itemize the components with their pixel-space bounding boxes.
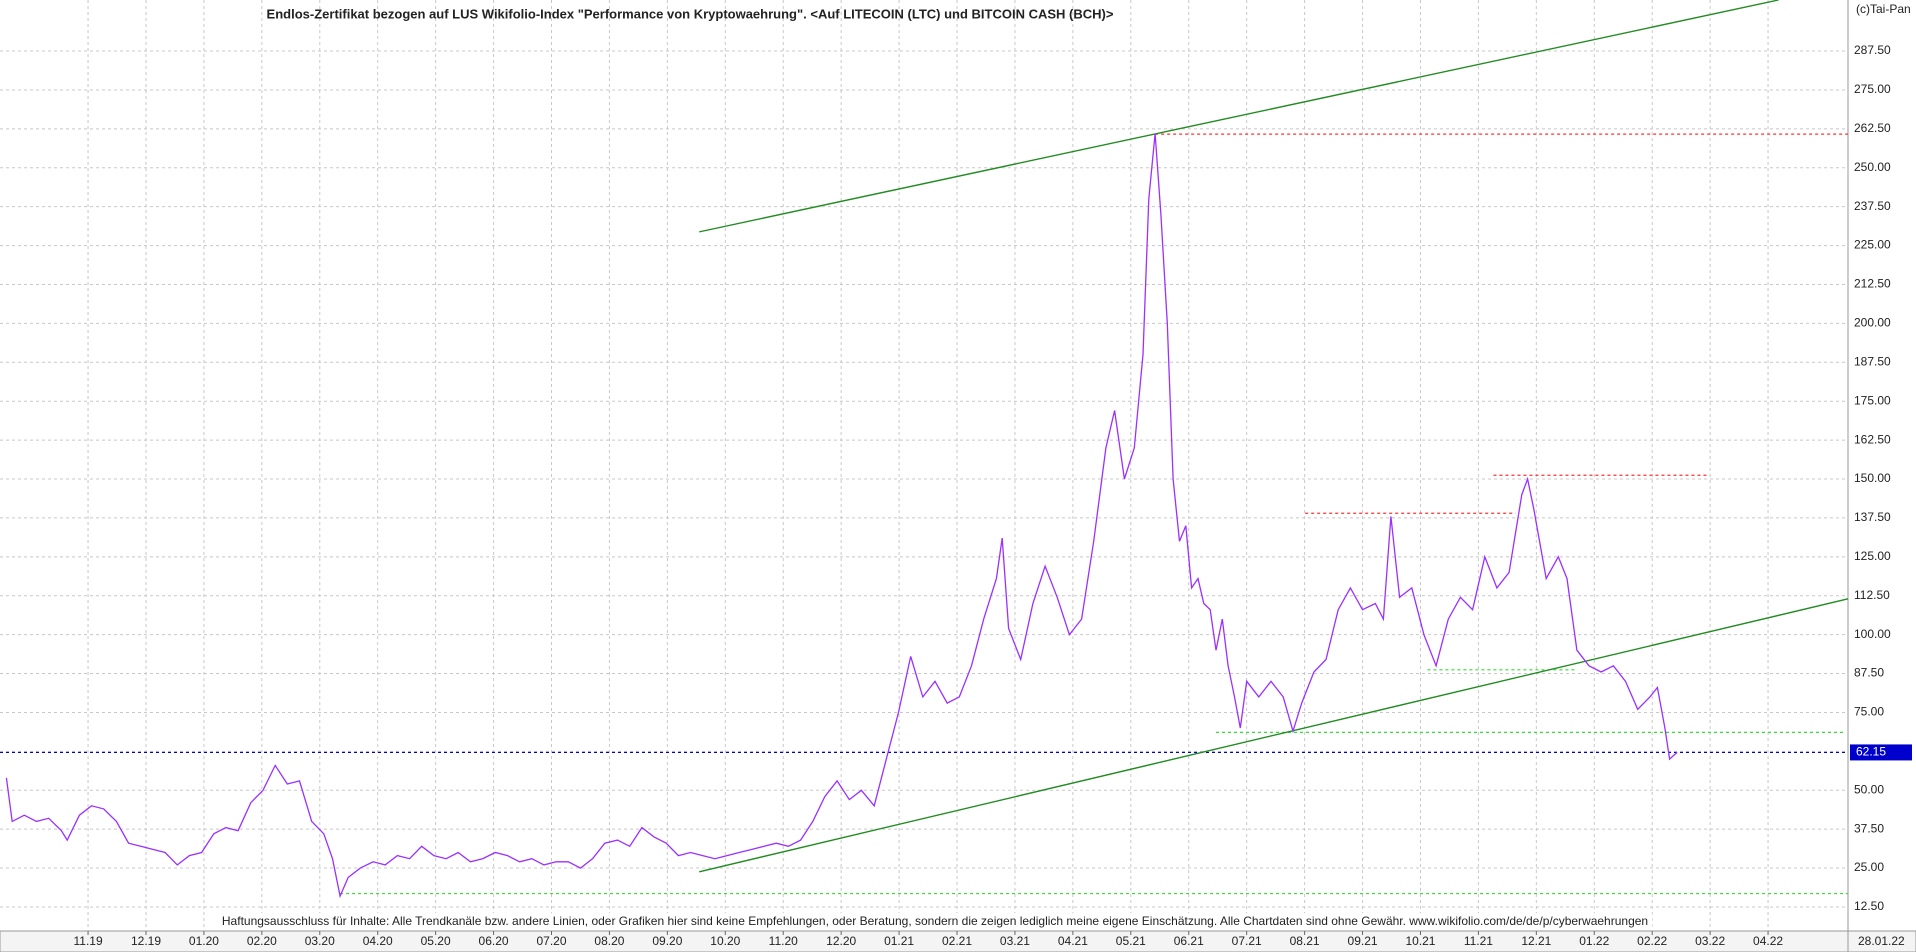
- current-value-box: [1850, 744, 1912, 761]
- y-tick-label: 200.00: [1854, 316, 1891, 330]
- y-tick-label: 12.50: [1854, 899, 1884, 913]
- x-tick-label: 09.21: [1348, 934, 1378, 948]
- y-tick-label: 25.00: [1854, 860, 1884, 874]
- y-tick-label: 237.50: [1854, 199, 1891, 213]
- y-tick-label: 100.00: [1854, 627, 1891, 641]
- current-value-label: 62.15: [1856, 745, 1886, 759]
- y-tick-label: 125.00: [1854, 549, 1891, 563]
- x-tick-label: 02.22: [1637, 934, 1667, 948]
- x-tick-label: 11.20: [769, 934, 798, 948]
- y-tick-label: 75.00: [1854, 705, 1884, 719]
- y-tick-label: 162.50: [1854, 432, 1891, 446]
- y-tick-label: 212.50: [1854, 277, 1891, 291]
- x-tick-label: 08.21: [1290, 934, 1320, 948]
- disclaimer: Haftungsausschluss für Inhalte: Alle Tre…: [222, 914, 1648, 928]
- x-tick-label: 09.20: [652, 934, 682, 948]
- y-tick-label: 225.00: [1854, 238, 1891, 252]
- x-tick-label: 01.22: [1579, 934, 1609, 948]
- y-tick-label: 287.50: [1854, 43, 1891, 57]
- y-tick-label: 275.00: [1854, 82, 1891, 96]
- x-tick-label: 07.21: [1232, 934, 1262, 948]
- chart-title: Endlos-Zertifikat bezogen auf LUS Wikifo…: [267, 6, 1114, 21]
- x-tick-label: 01.20: [189, 934, 219, 948]
- x-tick-label: 02.21: [942, 934, 972, 948]
- x-tick-label: 06.21: [1174, 934, 1204, 948]
- date-label: 28.01.22: [1858, 934, 1905, 948]
- x-tick-label: 01.21: [884, 934, 914, 948]
- x-tick-label: 12.21: [1521, 934, 1551, 948]
- x-tick-label: 04.21: [1058, 934, 1088, 948]
- x-tick-label: 10.20: [710, 934, 740, 948]
- y-tick-label: 112.50: [1854, 588, 1890, 602]
- x-tick-label: 03.21: [1000, 934, 1030, 948]
- x-tick-label: 04.20: [363, 934, 393, 948]
- x-tick-label: 12.20: [826, 934, 856, 948]
- x-tick-label: 12.19: [131, 934, 161, 948]
- x-tick-label: 05.20: [421, 934, 451, 948]
- y-tick-label: 175.00: [1854, 393, 1891, 407]
- x-tick-label: 08.20: [594, 934, 624, 948]
- x-tick-label: 06.20: [479, 934, 509, 948]
- y-tick-label: 250.00: [1854, 160, 1891, 174]
- x-axis-bar: [0, 930, 1916, 952]
- copyright: (c)Tai-Pan: [1856, 2, 1911, 16]
- y-tick-label: 37.50: [1854, 821, 1884, 835]
- x-tick-label: 03.22: [1695, 934, 1725, 948]
- y-tick-label: 262.50: [1854, 121, 1891, 135]
- x-tick-label: 02.20: [247, 934, 277, 948]
- trend-line: [699, 0, 1779, 233]
- trend-line: [699, 598, 1849, 873]
- x-tick-label: 04.22: [1753, 934, 1783, 948]
- y-tick-label: 187.50: [1854, 354, 1891, 368]
- disclaimer-background: [217, 913, 1653, 930]
- x-tick-label: 11.19: [73, 934, 102, 948]
- y-tick-label: 150.00: [1854, 471, 1891, 485]
- x-tick-label: 11.21: [1464, 934, 1493, 948]
- y-tick-label: 87.50: [1854, 666, 1884, 680]
- x-tick-label: 03.20: [305, 934, 335, 948]
- y-tick-label: 50.00: [1854, 782, 1884, 796]
- x-tick-label: 07.20: [536, 934, 566, 948]
- y-tick-label: 137.50: [1854, 510, 1891, 524]
- x-tick-label: 10.21: [1405, 934, 1435, 948]
- price-line: [5, 133, 1678, 899]
- x-tick-label: 05.21: [1116, 934, 1146, 948]
